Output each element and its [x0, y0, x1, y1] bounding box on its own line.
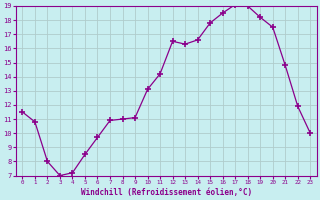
X-axis label: Windchill (Refroidissement éolien,°C): Windchill (Refroidissement éolien,°C) — [81, 188, 252, 197]
